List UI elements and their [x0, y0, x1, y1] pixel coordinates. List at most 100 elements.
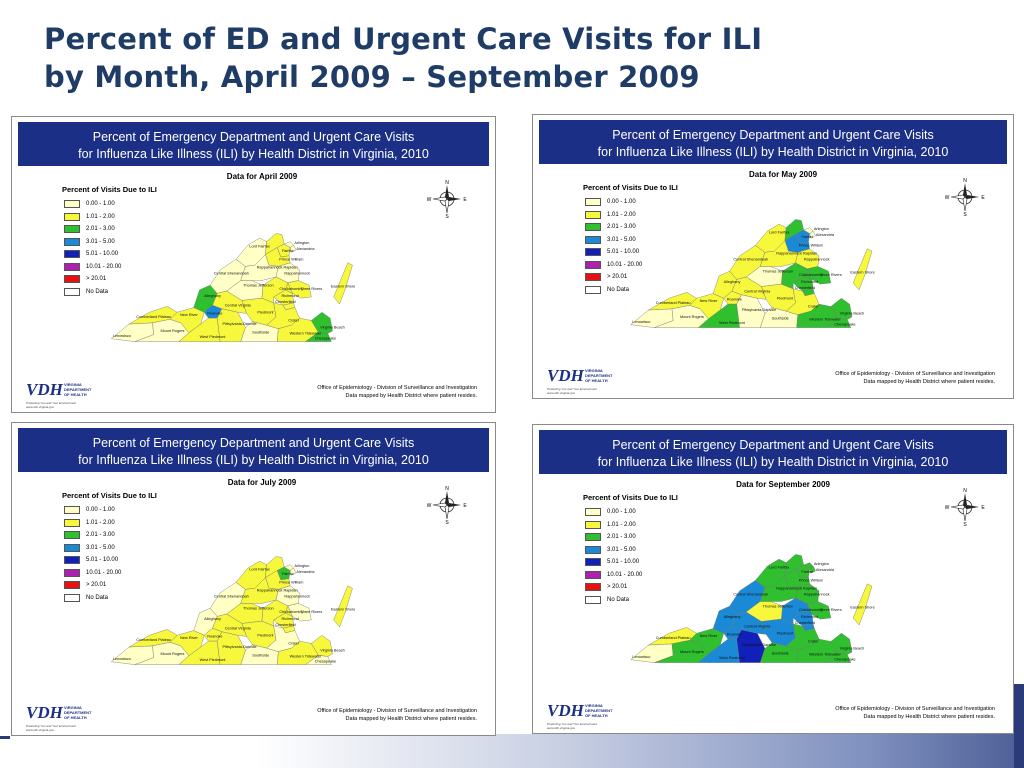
district-label-centralva: Central Virginia: [744, 289, 771, 293]
district-label-alexandria: Alexandria: [296, 570, 315, 574]
district-label-virginiabeach: Virginia Beach: [320, 649, 345, 653]
district-label-westpiedmont: West Piedmont: [200, 335, 227, 339]
legend-item: 3.01 - 5.00: [64, 236, 157, 249]
panel-header-line1: Percent of Emergency Department and Urge…: [92, 130, 415, 144]
district-label-threerivers: Three Rivers: [300, 287, 322, 291]
map-panel: Percent of Emergency Department and Urge…: [11, 116, 496, 413]
district-label-southside: Southside: [252, 330, 269, 334]
legend-swatch: [64, 200, 80, 209]
vdh-logo-line1: VIRGINIA: [585, 368, 603, 373]
district-label-chesapeake: Chesapeake: [834, 657, 855, 661]
legend-item: 2.01 - 3.00: [64, 223, 157, 236]
district-label-rapprapidan: Rappahannock Rapidan: [776, 587, 817, 591]
district-label-easternshore: Eastern Shore: [850, 271, 874, 275]
footer-left-tick: [0, 736, 10, 739]
district-label-threerivers: Three Rivers: [820, 273, 842, 277]
district-label-pittsylvania: Pittsylvania-Danville: [222, 645, 256, 649]
compass-letter: S: [963, 212, 967, 217]
panel-subtitle: Data for September 2009: [736, 480, 830, 489]
district-alexandria: [809, 230, 816, 239]
district-label-chesapeake: Chesapeake: [315, 336, 336, 340]
legend-swatch: [585, 235, 601, 244]
legend-item: 3.01 - 5.00: [64, 542, 157, 555]
panel-header-line1: Percent of Emergency Department and Urge…: [612, 438, 934, 452]
legend-item: 0.00 - 1.00: [585, 196, 678, 209]
district-label-crater: Crater: [288, 642, 299, 646]
district-label-alleghany: Alleghany: [204, 617, 221, 621]
district-label-fairfax: Fairfax: [282, 249, 294, 253]
office-credit: Office of Epidemiology - Division of Sur…: [835, 705, 995, 721]
district-chesterfield: [781, 597, 808, 625]
legend-item: 3.01 - 5.00: [585, 544, 678, 557]
credit-line1: Office of Epidemiology - Division of Sur…: [835, 371, 995, 377]
compass-letter: E: [463, 197, 467, 203]
office-credit: Office of Epidemiology - Division of Sur…: [317, 707, 477, 723]
vdh-logo-line3: OF HEALTH: [64, 715, 87, 720]
legend-swatch: [64, 593, 80, 602]
footer-gradient-band: [0, 734, 1024, 768]
legend-item: > 20.01: [585, 581, 678, 594]
panel-header: Percent of Emergency Department and Urge…: [18, 428, 489, 472]
district-label-arlington: Arlington: [294, 564, 309, 568]
footer-accent-bar: [1014, 684, 1024, 768]
panel-header: Percent of Emergency Department and Urge…: [539, 430, 1007, 474]
legend: Percent of Visits Due to ILI 0.00 - 1.00 1…: [62, 185, 157, 298]
vdh-logo-line2: DEPARTMENT: [64, 710, 92, 715]
legend-swatch: [585, 570, 601, 579]
district-virginiabeach: [830, 632, 853, 655]
credit-line2: Data mapped by Health District where pat…: [345, 716, 477, 722]
legend-label: 2.01 - 3.00: [86, 532, 115, 539]
vdh-logo-tagline: Protecting You and Your Environment: [547, 722, 597, 726]
district-label-chesterfield: Chesterfield: [795, 286, 815, 290]
legend-item: 5.01 - 10.00: [585, 556, 678, 569]
legend-swatch: [64, 250, 80, 259]
legend-swatch: [585, 533, 601, 542]
vdh-logo-url: www.vdh.virginia.gov: [26, 405, 55, 409]
slide-title-line1: Percent of ED and Urgent Care Visits for…: [44, 22, 763, 56]
legend-swatch: [64, 212, 80, 221]
compass-rose-icon: N S W E: [945, 177, 986, 218]
legend-item: 5.01 - 10.00: [64, 554, 157, 567]
district-label-rappahannock: Rappahannock: [804, 593, 830, 597]
legend-label: > 20.01: [607, 584, 628, 591]
district-alexandria: [289, 244, 297, 253]
legend-swatch: [64, 237, 80, 246]
legend-swatch: [585, 285, 601, 294]
legend-label: 5.01 - 10.00: [86, 251, 119, 258]
district-label-crater: Crater: [288, 319, 299, 323]
district-label-crater: Crater: [808, 305, 819, 309]
legend-item: 10.01 - 20.00: [585, 569, 678, 582]
district-label-chesterfield: Chesterfield: [275, 300, 295, 304]
legend: Percent of Visits Due to ILI 0.00 - 1.00 1…: [583, 493, 678, 606]
panel-subtitle: Data for July 2009: [227, 478, 297, 487]
district-newriver: [169, 630, 205, 657]
district-chesterfield: [261, 276, 289, 304]
district-label-alleghany: Alleghany: [204, 294, 221, 298]
district-label-centralshen: Central Shenandoah: [733, 258, 768, 262]
vdh-logo: VDH VIRGINIA DEPARTMENT OF HEALTH Protecting…: [545, 701, 635, 730]
district-label-alexandria: Alexandria: [296, 247, 315, 251]
district-label-centralva: Central Virginia: [744, 624, 771, 628]
vdh-logo: VDH VIRGINIA DEPARTMENT OF HEALTH Protecting…: [24, 380, 114, 409]
vdh-logo-mark: VDH: [547, 701, 584, 720]
legend-swatch: [64, 287, 80, 296]
vdh-logo-mark: VDH: [26, 380, 63, 399]
district-label-centralshen: Central Shenandoah: [214, 595, 249, 599]
compass-letter: W: [427, 503, 432, 509]
district-label-virginiabeach: Virginia Beach: [840, 647, 865, 651]
legend-item: 2.01 - 3.00: [64, 529, 157, 542]
district-label-chickahominy: Chickahominy: [799, 608, 823, 612]
district-label-cumberland: Cumberland Plateau: [136, 638, 171, 642]
district-alexandria: [809, 565, 816, 574]
legend-label: No Data: [86, 594, 109, 601]
vdh-logo-tagline: Protecting You and Your Environment: [26, 401, 76, 405]
legend-label: 1.01 - 2.00: [607, 211, 636, 218]
slide-title: Percent of ED and Urgent Care Visits for…: [44, 20, 1004, 96]
district-label-rapprapidan: Rappahannock Rapidan: [776, 252, 817, 256]
legend: Percent of Visits Due to ILI 0.00 - 1.00 1…: [62, 491, 157, 604]
credit-line1: Office of Epidemiology - Division of Sur…: [317, 385, 477, 391]
district-label-piedmont: Piedmont: [777, 631, 794, 635]
legend-item: 2.01 - 3.00: [585, 531, 678, 544]
legend-item: 1.01 - 2.00: [64, 211, 157, 224]
legend-swatch: [585, 198, 601, 207]
